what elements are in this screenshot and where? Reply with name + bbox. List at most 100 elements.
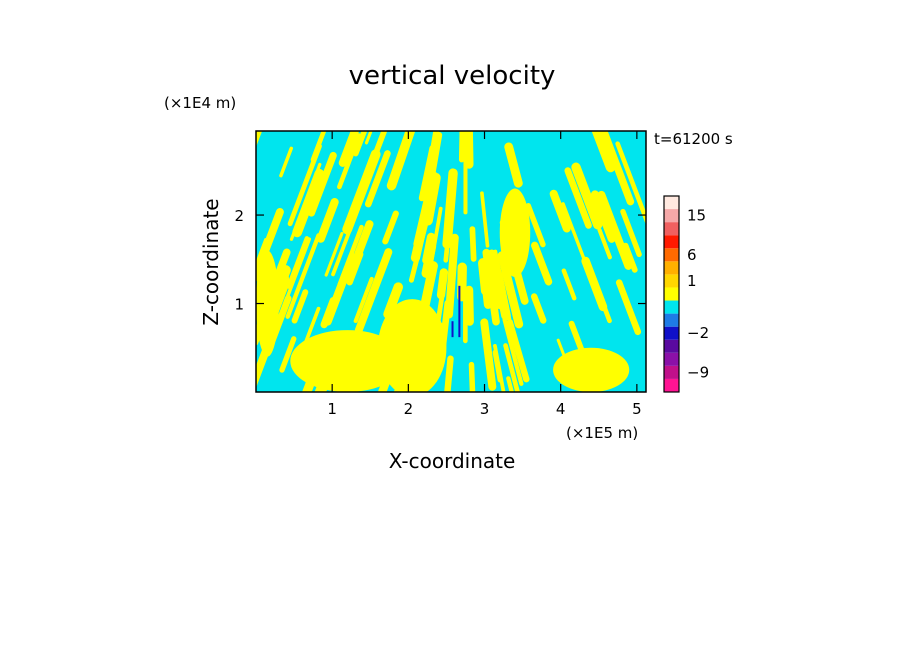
x-tick-label: 1 <box>327 400 337 418</box>
colorbar-tick-label: −2 <box>687 324 709 342</box>
updraft-streak <box>525 203 546 248</box>
colorbar-tick-label: 1 <box>687 272 697 290</box>
colorbar-segment <box>664 339 679 353</box>
updraft-streak <box>561 202 586 262</box>
x-tick-label: 3 <box>480 400 490 418</box>
x-tick-label: 4 <box>556 400 566 418</box>
updraft-streak <box>492 349 503 383</box>
colorbar-segment <box>664 313 679 327</box>
updraft-streak <box>279 146 293 178</box>
x-tick-label: 2 <box>404 400 414 418</box>
updraft-region <box>377 299 447 392</box>
heatmap-field <box>256 131 646 392</box>
x-axis-label: X-coordinate <box>389 449 516 473</box>
updraft-streak <box>457 262 467 302</box>
colorbar-tick-label: 6 <box>687 246 697 264</box>
colorbar-segment <box>664 378 679 392</box>
updraft-region <box>256 250 279 357</box>
updraft-streak <box>503 343 520 392</box>
updraft-streak <box>531 241 553 286</box>
x-tick-label: 5 <box>632 400 642 418</box>
updraft-streak <box>354 220 374 259</box>
updraft-streak <box>506 376 514 392</box>
updraft-streak <box>425 206 443 289</box>
updraft-streak <box>361 131 388 188</box>
updraft-streak <box>316 198 339 243</box>
updraft-streak <box>324 231 344 277</box>
updraft-streak <box>600 131 635 206</box>
updraft-streak <box>468 361 476 392</box>
updraft-streak <box>549 189 571 233</box>
updraft-streak <box>561 268 577 301</box>
updraft-streak <box>331 212 358 277</box>
colorbar-segment <box>664 261 679 275</box>
updraft-streak <box>338 131 360 167</box>
colorbar-segment <box>664 235 679 249</box>
colorbar-segment <box>664 326 679 340</box>
updraft-streak <box>622 242 638 273</box>
colorbar-segment <box>664 209 679 223</box>
updraft-streak <box>291 289 309 324</box>
updraft-streak <box>279 336 297 373</box>
updraft-streak <box>256 131 263 148</box>
colorbar-segment <box>664 300 679 314</box>
chart-title: vertical velocity <box>349 61 556 91</box>
updraft-streak <box>502 317 524 386</box>
updraft-streak <box>337 133 362 190</box>
updraft-streak <box>504 142 523 188</box>
colorbar-segment <box>664 248 679 262</box>
updraft-streak <box>292 168 325 238</box>
updraft-streak <box>337 224 364 287</box>
colorbar-segment <box>664 365 679 379</box>
updraft-streak <box>307 151 337 217</box>
updraft-streak <box>352 131 368 157</box>
updraft-streak <box>413 172 434 246</box>
updraft-streak <box>469 226 477 262</box>
colorbar: 15 6 1 −2 −9 <box>663 195 709 393</box>
colorbar-tick-label: −9 <box>687 363 709 381</box>
updraft-streak <box>353 276 374 324</box>
updraft-streak <box>564 167 592 229</box>
y-tick-label: 2 <box>234 207 244 225</box>
updraft-streak <box>410 171 439 263</box>
updraft-streak <box>506 319 530 383</box>
updraft-streak <box>346 251 364 286</box>
updraft-streak <box>442 168 458 249</box>
colorbar-frame <box>663 195 680 393</box>
x-axis-unit: (×1E5 m) <box>566 424 638 442</box>
updraft-streak <box>530 293 547 324</box>
colorbar-segment <box>664 222 679 236</box>
updraft-streak <box>285 233 321 319</box>
updraft-streak <box>386 131 416 191</box>
updraft-streak <box>464 131 474 169</box>
plot-frame <box>255 130 647 393</box>
updraft-streak <box>256 208 284 282</box>
updraft-streak <box>422 232 436 265</box>
colorbar-segment <box>664 196 679 210</box>
updraft-streak <box>287 143 322 227</box>
updraft-streak <box>597 190 633 270</box>
colorbar-segment <box>664 352 679 366</box>
updraft-streak <box>480 318 497 391</box>
updraft-streak <box>320 297 337 329</box>
updraft-streak <box>286 236 310 289</box>
updraft-region <box>553 347 630 392</box>
updraft-streak <box>597 227 612 260</box>
colorbar-tick-label: 15 <box>687 207 706 225</box>
updraft-streak <box>571 162 603 230</box>
updraft-streak <box>615 141 646 225</box>
y-axis-unit: (×1E4 m) <box>164 94 236 112</box>
updraft-streak <box>581 256 608 312</box>
y-axis-label: Z-coordinate <box>199 198 223 325</box>
colorbar-segment <box>664 274 679 288</box>
updraft-streak <box>281 237 312 310</box>
y-tick-label: 1 <box>234 296 244 314</box>
updraft-region <box>499 188 531 277</box>
updraft-streak <box>493 249 513 328</box>
updraft-streak <box>458 131 465 163</box>
updraft-streak <box>615 279 642 336</box>
updraft-streak <box>487 249 505 310</box>
colorbar-segment <box>664 287 679 301</box>
updraft-streak <box>590 190 616 243</box>
